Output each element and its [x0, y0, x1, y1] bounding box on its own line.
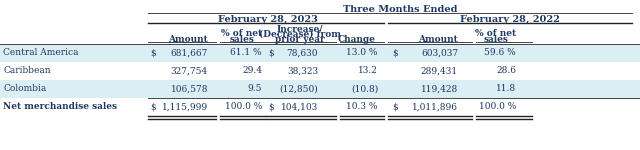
Text: % of net: % of net [476, 30, 516, 39]
Text: Amount: Amount [168, 35, 208, 44]
Text: sales: sales [230, 35, 255, 44]
Text: Change: Change [338, 35, 376, 44]
Text: $: $ [392, 48, 397, 57]
Text: 1,011,896: 1,011,896 [412, 102, 458, 111]
Text: Increase/: Increase/ [276, 24, 323, 33]
Text: (12,850): (12,850) [279, 84, 318, 93]
Text: % of net: % of net [221, 30, 262, 39]
Text: February 28, 2023: February 28, 2023 [218, 15, 318, 24]
Text: Amount: Amount [419, 35, 458, 44]
Text: Net merchandise sales: Net merchandise sales [3, 102, 117, 111]
Text: 13.2: 13.2 [358, 66, 378, 75]
Text: 681,667: 681,667 [171, 48, 208, 57]
Text: (Decrease) from: (Decrease) from [259, 30, 341, 39]
Text: 106,578: 106,578 [170, 84, 208, 93]
Text: Colombia: Colombia [3, 84, 46, 93]
Text: 104,103: 104,103 [281, 102, 318, 111]
Text: February 28, 2022: February 28, 2022 [460, 15, 560, 24]
Text: prior year: prior year [275, 35, 325, 44]
Text: 78,630: 78,630 [287, 48, 318, 57]
Text: Caribbean: Caribbean [3, 66, 51, 75]
Text: sales: sales [484, 35, 508, 44]
Text: 289,431: 289,431 [421, 66, 458, 75]
Text: 38,323: 38,323 [287, 66, 318, 75]
Bar [0, 44, 640, 62]
Text: 603,037: 603,037 [421, 48, 458, 57]
Text: $: $ [392, 102, 397, 111]
Text: 100.0 %: 100.0 % [225, 102, 262, 111]
Text: 327,754: 327,754 [171, 66, 208, 75]
Text: 9.5: 9.5 [248, 84, 262, 93]
Bar [0, 80, 640, 98]
Text: 100.0 %: 100.0 % [479, 102, 516, 111]
Text: 29.4: 29.4 [242, 66, 262, 75]
Text: Central America: Central America [3, 48, 79, 57]
Text: 1,115,999: 1,115,999 [162, 102, 208, 111]
Text: 119,428: 119,428 [420, 84, 458, 93]
Text: $: $ [268, 102, 274, 111]
Text: $: $ [268, 48, 274, 57]
Text: (10.8): (10.8) [351, 84, 378, 93]
Text: 10.3 %: 10.3 % [346, 102, 378, 111]
Text: 28.6: 28.6 [496, 66, 516, 75]
Text: $: $ [150, 102, 156, 111]
Text: 13.0 %: 13.0 % [346, 48, 378, 57]
Text: 11.8: 11.8 [496, 84, 516, 93]
Text: $: $ [150, 48, 156, 57]
Text: Three Months Ended: Three Months Ended [343, 5, 457, 14]
Text: 61.1 %: 61.1 % [230, 48, 262, 57]
Text: 59.6 %: 59.6 % [484, 48, 516, 57]
